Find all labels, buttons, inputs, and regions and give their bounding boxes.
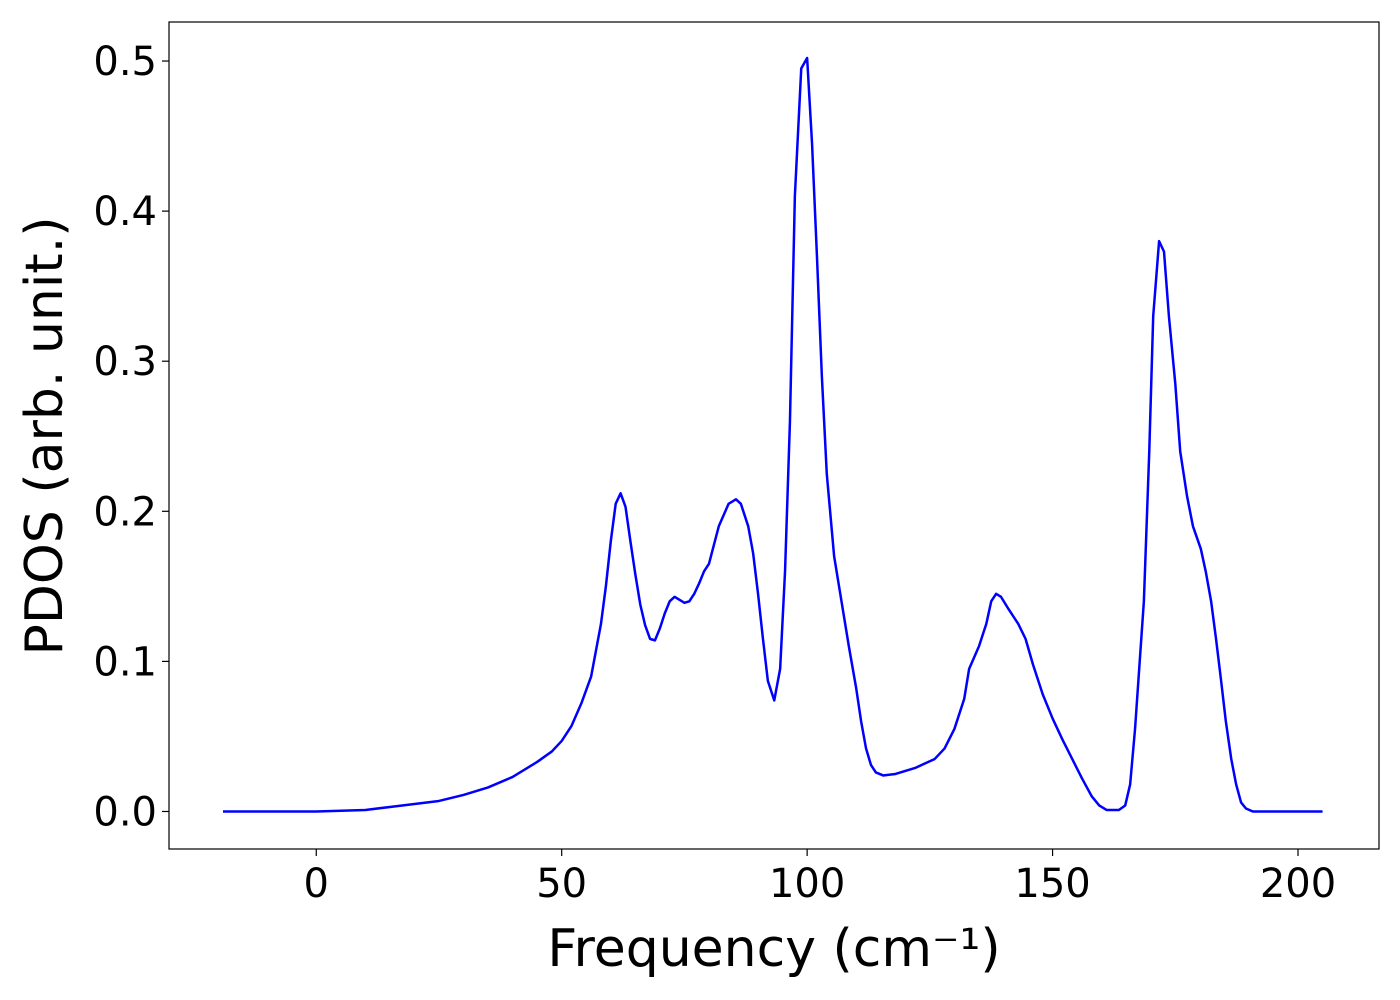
y-tick-label: 0.4 — [93, 189, 157, 235]
data-line — [223, 56, 1323, 813]
x-axis-label: Frequency (cm⁻¹) — [547, 919, 1000, 979]
y-tick-label: 0.5 — [93, 39, 157, 85]
x-tick-label: 150 — [1014, 861, 1090, 907]
x-tick-label: 100 — [769, 861, 845, 907]
plot-frame — [168, 21, 1380, 850]
x-tick-label: 200 — [1260, 861, 1336, 907]
x-tick-label: 50 — [536, 861, 587, 907]
x-tick-label: 0 — [304, 861, 329, 907]
y-axis-label: PDOS (arb. unit.) — [15, 216, 75, 655]
y-tick-label: 0.2 — [93, 489, 157, 535]
y-tick-label: 0.1 — [93, 639, 157, 685]
y-tick-label: 0.0 — [93, 789, 157, 835]
y-tick-label: 0.3 — [93, 339, 157, 385]
